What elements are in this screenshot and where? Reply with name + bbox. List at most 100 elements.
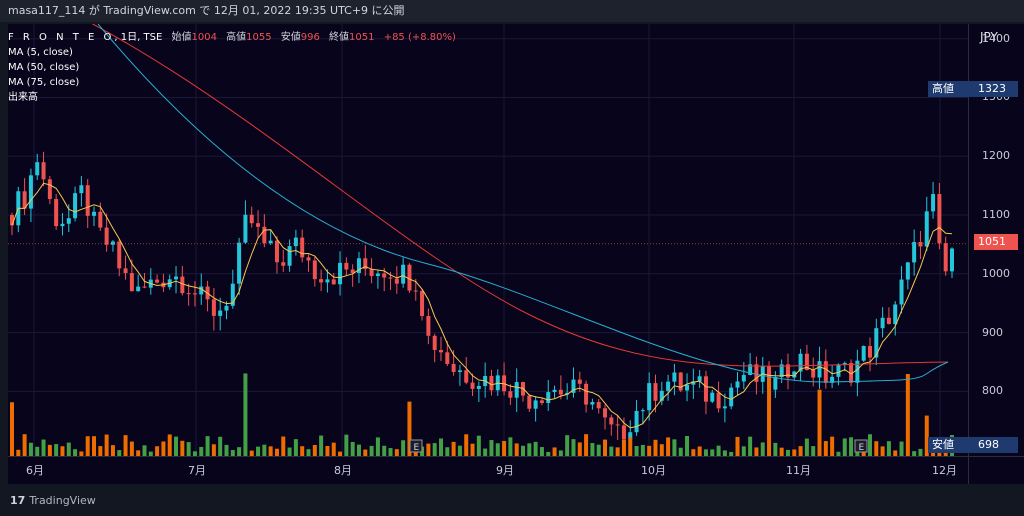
legend-symbol-row: F R O N T E O, 1日, TSE 始値1004 高値1055 安値9… — [8, 32, 456, 43]
volume-bar — [331, 442, 336, 456]
candle-body — [262, 226, 267, 244]
close-value: 1051 — [349, 32, 375, 43]
candle-body — [527, 395, 532, 409]
candle-body — [319, 279, 324, 283]
price-tick-label: 900 — [982, 325, 1003, 339]
candle-body — [218, 310, 223, 316]
volume-bar — [287, 447, 292, 456]
time-scale[interactable] — [8, 456, 968, 484]
volume-bar — [161, 441, 166, 456]
candle-body — [640, 410, 645, 412]
candle-body — [931, 194, 936, 212]
volume-bar — [483, 448, 488, 456]
candle-body — [798, 353, 803, 372]
open-label: 始値 — [171, 32, 192, 43]
volume-bar — [830, 436, 835, 456]
candle-body — [407, 264, 412, 291]
tradingview-logo[interactable]: 17 TradingView — [10, 494, 96, 507]
price-tick-label: 1200 — [982, 149, 1010, 163]
currency-label[interactable]: JPY — [980, 30, 998, 44]
candle-body — [350, 269, 355, 273]
volume-bar — [35, 446, 40, 456]
price-tick-label: 1000 — [982, 266, 1010, 280]
volume-bar — [243, 373, 248, 456]
candle-body — [842, 362, 847, 365]
candle-body — [312, 260, 317, 280]
time-tick-label: 12月 — [932, 464, 957, 477]
candle-body — [180, 276, 185, 294]
volume-bar — [356, 444, 361, 456]
indicator-ma50[interactable]: MA (50, close) — [8, 62, 80, 73]
indicator-ma75[interactable]: MA (75, close) — [8, 77, 80, 88]
candle-body — [224, 305, 229, 311]
candle-body — [142, 286, 147, 288]
volume-bar — [413, 449, 418, 456]
candle-body — [356, 258, 361, 273]
candle-body — [445, 352, 450, 364]
volume-bar — [628, 437, 633, 456]
candle-body — [47, 179, 52, 199]
candle-body — [243, 214, 248, 243]
volume-bar — [678, 447, 683, 456]
candle-body — [792, 371, 797, 378]
volume-bar — [767, 378, 772, 456]
volume-bar — [180, 440, 185, 456]
candle-body — [943, 243, 948, 272]
candle-body — [22, 191, 27, 209]
candle-body — [603, 408, 608, 418]
high-tag-value: 1323 — [978, 82, 1006, 95]
volume-bar — [274, 448, 279, 456]
volume-bar — [577, 442, 582, 456]
volume-bar — [426, 443, 431, 456]
volume-bar — [230, 450, 235, 456]
volume-bar — [306, 449, 311, 456]
candle-body — [924, 211, 929, 247]
volume-bar — [211, 444, 216, 456]
volume-bar — [224, 444, 229, 456]
candle-body — [691, 381, 696, 385]
candle-body — [804, 353, 809, 370]
volume-bar — [249, 450, 254, 456]
volume-bar — [842, 438, 847, 456]
candle-body — [98, 211, 103, 228]
time-tick-label: 10月 — [641, 464, 666, 477]
earnings-marker-label: E — [414, 443, 420, 453]
candle-body — [92, 211, 97, 216]
indicator-volume[interactable]: 出来高 — [8, 92, 38, 103]
candle-body — [293, 237, 298, 247]
volume-bar — [659, 444, 664, 456]
candle-body — [104, 227, 109, 245]
indicator-ma5[interactable]: MA (5, close) — [8, 47, 73, 58]
volume-bar — [691, 449, 696, 456]
low-value: 996 — [300, 32, 320, 43]
candle-body — [35, 162, 40, 176]
scale-corner[interactable] — [968, 456, 1024, 484]
footer — [0, 484, 1024, 516]
candle-body — [729, 387, 734, 407]
candle-body — [558, 389, 563, 395]
candle-body — [382, 273, 387, 278]
volume-bar — [470, 443, 475, 456]
candle-body — [590, 402, 595, 405]
symbol-name[interactable]: F R O N T E O — [8, 32, 115, 43]
volume-bar — [300, 446, 305, 456]
interval[interactable]: 1日 — [120, 32, 138, 43]
volume-bar — [98, 446, 103, 456]
candle-body — [666, 381, 671, 391]
candle-body — [886, 317, 891, 325]
volume-bar — [685, 435, 690, 456]
candle-body — [10, 215, 14, 226]
volume-bar — [338, 451, 343, 456]
candle-body — [861, 346, 866, 361]
ma75-line — [91, 24, 949, 367]
volume-bar — [174, 436, 179, 456]
candle-body — [508, 391, 513, 398]
volume-bar — [394, 449, 399, 456]
volume-bar — [312, 445, 317, 456]
candle-body — [192, 293, 197, 295]
candle-body — [413, 290, 418, 292]
volume-bar — [703, 449, 708, 456]
volume-bar — [47, 444, 52, 456]
